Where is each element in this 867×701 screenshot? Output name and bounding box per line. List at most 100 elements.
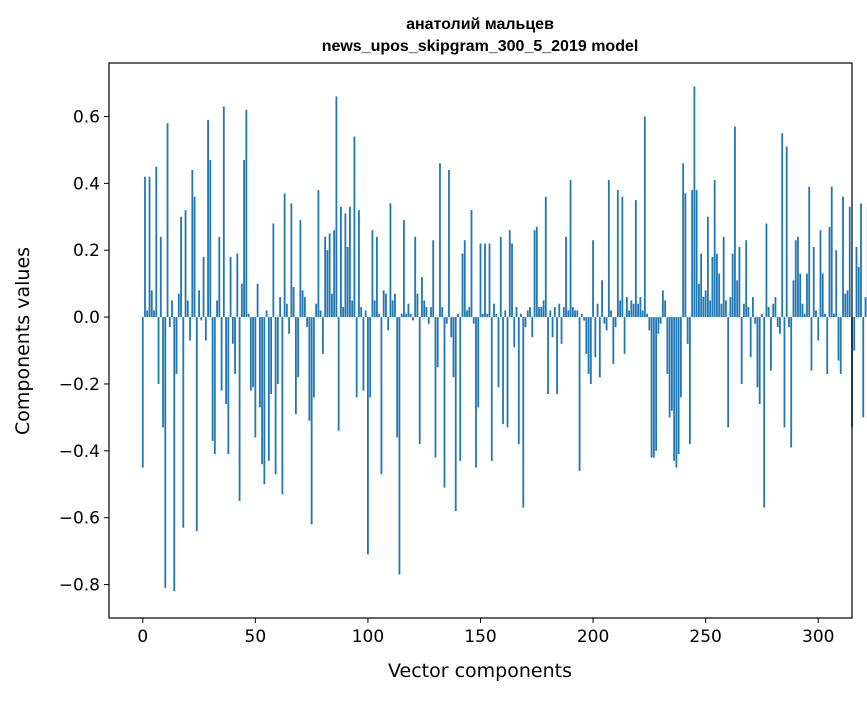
- y-tick-label-7: 0.6: [73, 107, 100, 127]
- bar-58: [272, 223, 274, 317]
- x-tick-label-2: 100: [352, 627, 384, 647]
- bar-229: [657, 317, 659, 334]
- bar-13: [171, 300, 173, 317]
- bar-260: [727, 317, 729, 427]
- x-tick-label-3: 150: [464, 627, 496, 647]
- bar-74: [308, 317, 310, 421]
- bar-151: [482, 314, 484, 317]
- bar-98: [363, 317, 365, 391]
- bar-89: [342, 307, 344, 317]
- bar-73: [306, 317, 308, 327]
- y-tick-label-5: 0.2: [73, 241, 100, 261]
- bar-2: [146, 310, 148, 317]
- bar-318: [858, 267, 860, 317]
- bar-312: [844, 294, 846, 317]
- bar-54: [263, 317, 265, 484]
- bar-140: [457, 314, 459, 317]
- bar-42: [236, 254, 238, 318]
- bar-104: [376, 237, 378, 317]
- bar-316: [853, 317, 855, 350]
- bar-235: [671, 317, 673, 411]
- bar-49: [252, 317, 254, 387]
- bar-219: [635, 200, 637, 317]
- bar-102: [372, 230, 374, 317]
- bar-76: [313, 317, 315, 397]
- bar-129: [432, 240, 434, 317]
- bar-183: [554, 307, 556, 317]
- bar-63: [284, 193, 286, 317]
- y-tick-label-1: −0.6: [59, 509, 100, 529]
- bar-215: [626, 297, 628, 317]
- bar-213: [621, 197, 623, 317]
- bar-82: [327, 250, 329, 317]
- bar-51: [257, 284, 259, 317]
- bar-124: [421, 277, 423, 317]
- bar-111: [392, 300, 394, 317]
- bar-319: [860, 203, 862, 317]
- bar-36: [223, 106, 225, 317]
- bar-164: [511, 244, 513, 318]
- bar-299: [815, 310, 817, 317]
- bar-181: [549, 310, 551, 317]
- bar-253: [712, 257, 714, 317]
- bar-97: [360, 307, 362, 317]
- bar-112: [394, 294, 396, 317]
- bar-145: [468, 307, 470, 317]
- bar-78: [317, 190, 319, 317]
- bar-239: [680, 317, 682, 397]
- bar-201: [594, 317, 596, 357]
- bar-191: [572, 307, 574, 317]
- bar-62: [281, 317, 283, 494]
- bar-133: [441, 307, 443, 317]
- bar-12: [169, 317, 171, 327]
- bar-236: [673, 317, 675, 461]
- bar-209: [612, 317, 614, 364]
- bar-4: [151, 290, 153, 317]
- bar-289: [793, 280, 795, 317]
- bar-192: [574, 310, 576, 317]
- bar-85: [333, 230, 335, 317]
- bar-172: [529, 307, 531, 317]
- bar-314: [849, 207, 851, 317]
- bar-130: [435, 317, 437, 457]
- bar-137: [450, 317, 452, 337]
- bar-153: [486, 314, 488, 317]
- bar-245: [693, 86, 695, 317]
- bar-173: [531, 317, 533, 337]
- bar-194: [579, 317, 581, 471]
- bar-252: [709, 300, 711, 317]
- bar-25: [198, 290, 200, 317]
- bar-305: [829, 227, 831, 317]
- bar-228: [655, 317, 657, 451]
- bar-317: [856, 247, 858, 317]
- bar-212: [619, 300, 621, 317]
- bar-266: [741, 317, 743, 384]
- bar-66: [290, 203, 292, 317]
- bar-297: [811, 317, 813, 370]
- bar-281: [775, 297, 777, 317]
- bar-139: [455, 317, 457, 511]
- bar-196: [583, 317, 585, 320]
- bar-165: [513, 317, 515, 347]
- bar-72: [304, 297, 306, 317]
- bar-285: [784, 317, 786, 427]
- bar-21: [189, 317, 191, 340]
- y-tick-label-0: −0.8: [59, 576, 100, 596]
- bar-256: [718, 274, 720, 317]
- bar-310: [840, 317, 842, 374]
- bar-118: [408, 304, 410, 317]
- bar-238: [678, 317, 680, 454]
- bar-26: [200, 317, 202, 320]
- bar-0: [142, 317, 144, 467]
- bar-24: [196, 317, 198, 531]
- bar-313: [847, 290, 849, 317]
- bar-287: [788, 317, 790, 327]
- bar-292: [799, 274, 801, 317]
- bar-43: [239, 317, 241, 501]
- y-tick-label-2: −0.4: [59, 442, 100, 462]
- bar-88: [340, 207, 342, 317]
- bar-242: [687, 317, 689, 344]
- bar-279: [770, 317, 772, 370]
- bar-158: [498, 317, 500, 387]
- bar-35: [221, 317, 223, 391]
